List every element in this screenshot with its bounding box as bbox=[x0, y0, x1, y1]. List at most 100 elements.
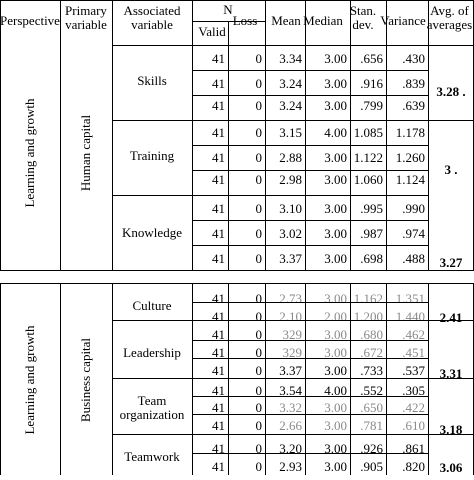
header-avg-of-averages: Avg. of averages bbox=[426, 3, 473, 32]
grid-line bbox=[60, 283, 61, 475]
header-associated-variable: Associated variable bbox=[123, 3, 181, 32]
grid-line bbox=[0, 0, 1, 270]
cell-valid: 41 bbox=[212, 309, 225, 324]
cell-var: 1.260 bbox=[395, 150, 425, 165]
cell-valid: 41 bbox=[212, 291, 225, 306]
grid-line bbox=[228, 283, 229, 475]
cell-mean: 2.66 bbox=[279, 418, 302, 433]
cell-mean: 3.20 bbox=[279, 441, 302, 456]
t2-group-name: Leadership bbox=[123, 345, 181, 360]
cell-valid: 41 bbox=[212, 125, 225, 140]
cell-var: .422 bbox=[402, 400, 425, 415]
cell-mean: 2.10 bbox=[279, 309, 302, 324]
cell-mean: 3.15 bbox=[279, 125, 302, 140]
cell-sd: .926 bbox=[360, 441, 383, 456]
t1-group-name: Knowledge bbox=[122, 225, 182, 240]
cell-loss: 0 bbox=[255, 345, 263, 360]
cell-var: .430 bbox=[402, 51, 425, 66]
grid-line bbox=[386, 0, 387, 270]
cell-sd: .650 bbox=[360, 400, 383, 415]
cell-valid: 41 bbox=[212, 201, 225, 216]
cell-sd: 1.060 bbox=[353, 172, 383, 187]
cell-median: 3.00 bbox=[324, 441, 347, 456]
grid-line bbox=[305, 283, 306, 475]
t2-group-avg: 2.41 bbox=[439, 310, 463, 325]
t1-group-name: Skills bbox=[137, 73, 167, 88]
grid-line bbox=[192, 340, 428, 341]
cell-mean: 2.88 bbox=[279, 150, 302, 165]
grid-line bbox=[265, 283, 266, 475]
cell-sd: 1.162 bbox=[353, 291, 383, 306]
t1-group-avg: 3 . bbox=[444, 162, 458, 177]
cell-var: .610 bbox=[402, 418, 425, 433]
cell-median: 3.00 bbox=[324, 98, 347, 113]
grid-line bbox=[192, 95, 428, 96]
cell-loss: 0 bbox=[255, 125, 263, 140]
cell-mean: 2.98 bbox=[279, 172, 302, 187]
grid-line bbox=[0, 283, 474, 284]
t1-group-name: Training bbox=[129, 148, 175, 163]
header-stdev: Stan. dev. bbox=[349, 3, 377, 32]
cell-loss: 0 bbox=[255, 327, 263, 342]
grid-line bbox=[192, 245, 428, 246]
header-valid: Valid bbox=[198, 24, 226, 39]
cell-var: .462 bbox=[402, 327, 425, 342]
cell-median: 3.00 bbox=[324, 291, 347, 306]
cell-valid: 41 bbox=[212, 441, 225, 456]
grid-line bbox=[192, 170, 428, 171]
cell-mean: 3.10 bbox=[279, 201, 302, 216]
grid-line bbox=[192, 453, 428, 454]
cell-mean: 3.37 bbox=[279, 251, 302, 266]
cell-valid: 41 bbox=[212, 363, 225, 378]
grid-line bbox=[305, 0, 306, 270]
t1-group-avg: 3.28 . bbox=[436, 84, 466, 99]
header-variance: Variance bbox=[380, 13, 426, 28]
cell-mean: 3.24 bbox=[279, 98, 302, 113]
cell-mean: 3.34 bbox=[279, 51, 302, 66]
cell-sd: .916 bbox=[360, 76, 383, 91]
cell-sd: .733 bbox=[360, 363, 383, 378]
cell-median: 3.00 bbox=[324, 150, 347, 165]
grid-line bbox=[350, 283, 351, 475]
grid-line bbox=[192, 358, 428, 359]
t2-group-name: Culture bbox=[132, 298, 172, 313]
cell-valid: 41 bbox=[212, 418, 225, 433]
cell-var: 1.440 bbox=[395, 309, 425, 324]
t1-primary-variable: Human capital bbox=[78, 114, 93, 192]
grid-line bbox=[60, 0, 61, 270]
cell-mean: 3.02 bbox=[279, 226, 302, 241]
cell-median: 3.00 bbox=[324, 76, 347, 91]
cell-median: 4.00 bbox=[324, 125, 347, 140]
header-primary-variable: Primary variable bbox=[65, 3, 107, 32]
cell-valid: 41 bbox=[212, 383, 225, 398]
cell-var: .861 bbox=[402, 441, 425, 456]
header-loss: Loss bbox=[232, 13, 258, 28]
cell-mean: 2.73 bbox=[279, 291, 302, 306]
t2-group-avg: 3.18 bbox=[439, 422, 463, 437]
cell-sd: .680 bbox=[360, 327, 383, 342]
grid-line bbox=[428, 0, 429, 270]
cell-sd: .698 bbox=[360, 251, 383, 266]
cell-median: 3.00 bbox=[324, 251, 347, 266]
cell-var: .639 bbox=[402, 98, 425, 113]
cell-mean: 3.32 bbox=[279, 400, 302, 415]
t2-group-name: Team organization bbox=[119, 393, 185, 422]
grid-line bbox=[192, 220, 428, 221]
cell-sd: .987 bbox=[360, 226, 383, 241]
cell-sd: .656 bbox=[360, 51, 383, 66]
cell-valid: 41 bbox=[212, 345, 225, 360]
cell-loss: 0 bbox=[255, 251, 263, 266]
header-perspective: Perspective bbox=[0, 13, 60, 28]
cell-loss: 0 bbox=[255, 98, 263, 113]
grid-line bbox=[192, 70, 428, 71]
grid-line bbox=[428, 283, 429, 475]
cell-loss: 0 bbox=[255, 418, 263, 433]
cell-loss: 0 bbox=[255, 363, 263, 378]
cell-loss: 0 bbox=[255, 459, 263, 474]
cell-sd: .781 bbox=[360, 418, 383, 433]
cell-loss: 0 bbox=[255, 441, 263, 456]
cell-var: 1.351 bbox=[395, 291, 425, 306]
cell-sd: .799 bbox=[360, 98, 383, 113]
cell-var: .974 bbox=[402, 226, 425, 241]
cell-loss: 0 bbox=[255, 201, 263, 216]
